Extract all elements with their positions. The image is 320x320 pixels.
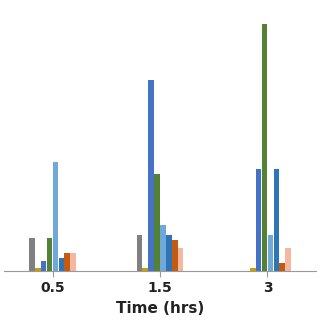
Bar <box>178 248 183 271</box>
Bar <box>172 240 178 271</box>
Bar <box>262 25 267 271</box>
Bar <box>47 238 52 271</box>
Bar <box>137 235 142 271</box>
Bar <box>250 268 255 271</box>
Bar <box>256 169 261 271</box>
Bar <box>160 225 166 271</box>
Bar <box>154 174 160 271</box>
Bar <box>279 263 285 271</box>
Bar <box>285 248 291 271</box>
Bar <box>142 268 148 271</box>
Bar <box>268 235 273 271</box>
Bar <box>53 162 58 271</box>
Bar <box>35 268 41 271</box>
Bar <box>148 80 154 271</box>
Bar <box>65 253 70 271</box>
Bar <box>59 258 64 271</box>
Bar <box>166 235 172 271</box>
Bar <box>274 169 279 271</box>
Bar <box>70 253 76 271</box>
X-axis label: Time (hrs): Time (hrs) <box>116 301 204 316</box>
Bar <box>29 238 35 271</box>
Bar <box>41 261 46 271</box>
